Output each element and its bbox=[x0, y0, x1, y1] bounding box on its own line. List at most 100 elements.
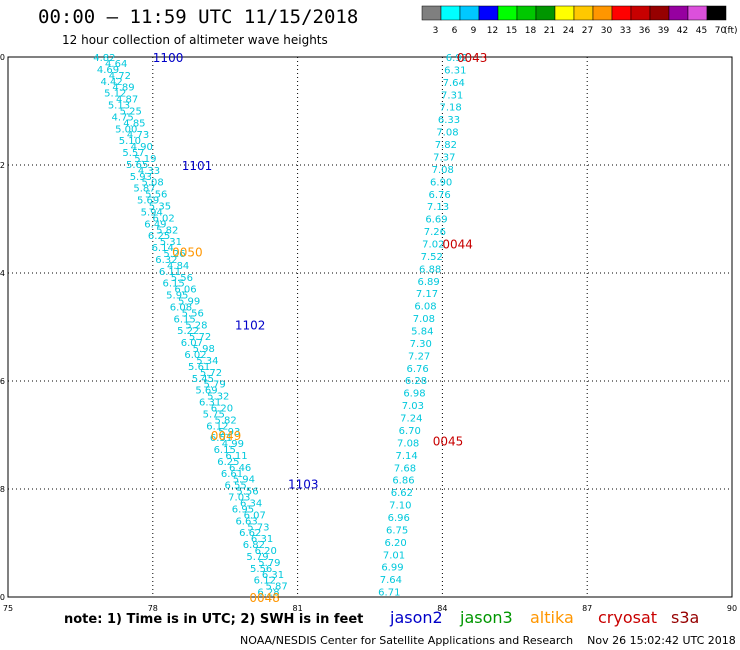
wave-height-point: 6.31 bbox=[444, 65, 466, 76]
wave-height-point: 7.31 bbox=[441, 90, 463, 101]
wave-height-point: 5.79 bbox=[258, 558, 280, 569]
pass-label: 0048 bbox=[249, 591, 280, 605]
pass-label: 0050 bbox=[172, 245, 203, 259]
wave-height-point: 6.76 bbox=[428, 190, 450, 201]
y-tick-label: -4 bbox=[0, 269, 5, 278]
wave-height-point: 6.12 bbox=[206, 421, 228, 432]
wave-height-point: 6.15 bbox=[214, 445, 236, 456]
wave-height-point: 5.75 bbox=[203, 409, 225, 420]
wave-height-point: 7.08 bbox=[436, 128, 458, 139]
wave-height-point: 4.85 bbox=[123, 118, 145, 129]
wave-height-point: 6.88 bbox=[419, 264, 441, 275]
wave-height-point: 6.96 bbox=[388, 513, 410, 524]
wave-height-point: 5.12 bbox=[104, 89, 126, 100]
wave-height-point: 6.62 bbox=[391, 488, 413, 499]
wave-height-point: 7.02 bbox=[422, 239, 444, 250]
colorbar-swatch bbox=[459, 5, 480, 21]
wave-height-point: 4.72 bbox=[109, 71, 131, 82]
wave-height-point: 6.95 bbox=[232, 504, 254, 515]
wave-height-point: 6.90 bbox=[430, 177, 452, 188]
colorbar-swatch bbox=[687, 5, 708, 21]
wave-height-point: 5.34 bbox=[196, 356, 218, 367]
wave-height-point: 5.73 bbox=[247, 522, 269, 533]
wave-height-point: 7.26 bbox=[424, 227, 446, 238]
colorbar-swatch bbox=[649, 5, 670, 21]
legend-jason3: jason3 bbox=[460, 608, 513, 627]
wave-height-point: 5.94 bbox=[233, 475, 255, 486]
wave-height-point: 6.12 bbox=[254, 576, 276, 587]
wave-height-point: 6.25 bbox=[148, 231, 170, 242]
chart-subtitle: 12 hour collection of altimeter wave hei… bbox=[62, 33, 328, 47]
wave-height-point: 6.86 bbox=[392, 476, 414, 487]
wave-height-point: 5.45 bbox=[192, 374, 214, 385]
wave-height-point: 6.02 bbox=[152, 213, 174, 224]
wave-height-point: 6.63 bbox=[235, 516, 257, 527]
wave-height-point: 5.87 bbox=[266, 582, 288, 593]
colorbar-label: 18 bbox=[525, 26, 537, 36]
wave-height-point: 6.15 bbox=[163, 279, 185, 290]
x-tick-label: 90 bbox=[727, 604, 737, 613]
wave-height-point: 4.33 bbox=[138, 166, 160, 177]
x-tick-label: 78 bbox=[148, 604, 158, 613]
colorbar-swatch bbox=[497, 5, 518, 21]
wave-height-point: 5.56 bbox=[145, 190, 167, 201]
wave-height-point: 5.72 bbox=[200, 368, 222, 379]
wave-height-point: 5.10 bbox=[119, 136, 141, 147]
wave-height-point: 6.07 bbox=[244, 510, 266, 521]
wave-height-point: 5.99 bbox=[178, 297, 200, 308]
wave-height-point: 5.08 bbox=[142, 178, 164, 189]
colorbar-label: 45 bbox=[696, 26, 707, 36]
wave-height-point: 5.26 bbox=[163, 249, 185, 260]
wave-height-point: 7.08 bbox=[432, 165, 454, 176]
wave-height-point: 6.20 bbox=[255, 546, 277, 557]
colorbar-label: 30 bbox=[601, 26, 613, 36]
wave-height-point: 7.08 bbox=[397, 438, 419, 449]
colorbar-swatch bbox=[706, 5, 727, 21]
wave-height-point: 5.35 bbox=[149, 202, 171, 213]
wave-height-point: 6.51 bbox=[210, 433, 232, 444]
wave-height-point: 6.28 bbox=[257, 588, 279, 599]
colorbar-swatch bbox=[668, 5, 689, 21]
wave-height-point: 4.99 bbox=[222, 439, 244, 450]
colorbar-label: 24 bbox=[563, 26, 575, 36]
wave-height-point: 6.49 bbox=[144, 219, 166, 230]
wave-height-point: 5.28 bbox=[185, 320, 207, 331]
wave-height-point: 7.01 bbox=[383, 550, 405, 561]
pass-label: 0044 bbox=[442, 237, 473, 251]
wave-height-point: 5.56 bbox=[182, 308, 204, 319]
wave-height-point: 5.00 bbox=[115, 124, 137, 135]
wave-height-point: 6.08 bbox=[414, 302, 436, 313]
wave-height-point: 6.20 bbox=[384, 538, 406, 549]
wave-height-point: 4.89 bbox=[112, 83, 134, 94]
colorbar-label: 9 bbox=[471, 26, 477, 36]
wave-height-point: 5.57 bbox=[122, 148, 144, 159]
wave-height-point: 6.34 bbox=[240, 499, 262, 510]
wave-height-point: 7.03 bbox=[402, 401, 424, 412]
wave-height-point: 5.98 bbox=[193, 344, 215, 355]
wave-height-point: 4.84 bbox=[167, 261, 189, 272]
pass-label: 1102 bbox=[235, 318, 266, 332]
y-tick-label: -2 bbox=[0, 161, 5, 170]
wave-height-point: 6.28 bbox=[405, 376, 427, 387]
wave-height-point: 5.69 bbox=[137, 196, 159, 207]
colorbar-swatch bbox=[421, 5, 442, 21]
wave-height-point: 4.64 bbox=[105, 59, 127, 70]
x-tick-label: 87 bbox=[582, 604, 592, 613]
wave-height-point: 6.31 bbox=[251, 534, 273, 545]
wave-height-point: 7.30 bbox=[410, 339, 432, 350]
plot-frame bbox=[7, 56, 733, 598]
colorbar-label: 12 bbox=[487, 26, 498, 36]
wave-height-point: 4.69 bbox=[97, 65, 119, 76]
pass-label: 0043 bbox=[457, 51, 488, 65]
wave-height-point: 6.61 bbox=[221, 469, 243, 480]
wave-height-point: 7.52 bbox=[421, 252, 443, 263]
wave-height-point: 7.27 bbox=[408, 351, 430, 362]
wave-height-point: 6.70 bbox=[399, 426, 421, 437]
wave-height-point: 5.72 bbox=[189, 332, 211, 343]
colorbar-label: 6 bbox=[452, 26, 458, 36]
colorbar-swatch bbox=[630, 5, 651, 21]
wave-height-point: 6.25 bbox=[217, 457, 239, 468]
wave-height-point: 5.65 bbox=[126, 160, 148, 171]
colorbar-label: 15 bbox=[506, 26, 517, 36]
